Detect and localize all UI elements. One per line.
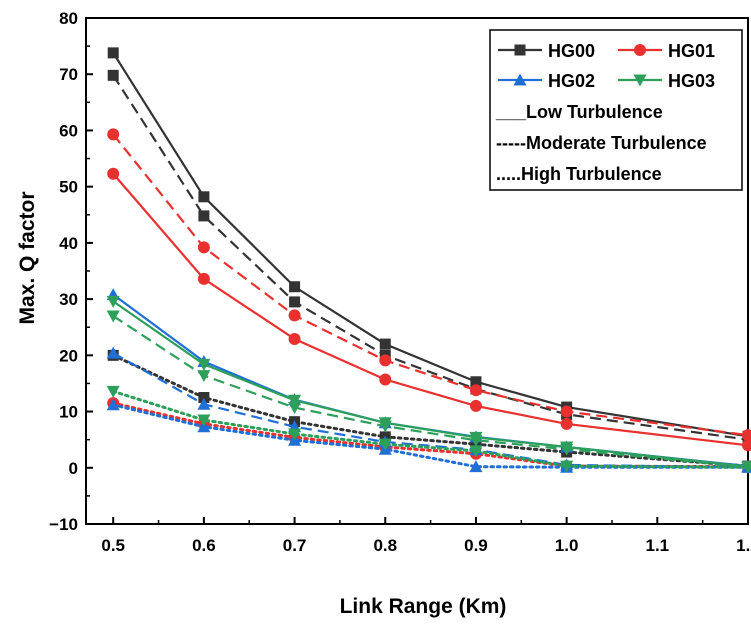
data-point	[378, 420, 392, 433]
y-axis-title: Max. Q factor	[16, 191, 39, 324]
data-point	[741, 461, 751, 474]
y-tick-label: 10	[59, 403, 78, 422]
y-tick-label: 20	[59, 346, 78, 365]
data-point	[469, 384, 482, 397]
data-point	[288, 394, 302, 407]
data-point	[560, 405, 573, 418]
data-point	[198, 392, 210, 403]
legend-marker-circle	[634, 44, 646, 56]
data-point	[560, 443, 574, 456]
x-tick-label: 1.1	[645, 536, 669, 555]
y-tick-label: 70	[59, 65, 78, 84]
data-point	[560, 417, 573, 430]
data-point	[288, 428, 302, 441]
x-tick-label: 0.5	[101, 536, 125, 555]
data-point	[469, 460, 483, 473]
y-tick-label: 30	[59, 290, 78, 309]
series-hg01-dashed	[107, 128, 751, 442]
x-tick-label: 0.8	[373, 536, 397, 555]
y-tick-label: 40	[59, 234, 78, 253]
legend-marker-square	[514, 44, 526, 56]
data-point	[197, 397, 211, 410]
data-point	[107, 69, 119, 81]
data-point	[742, 439, 751, 452]
legend-box	[489, 29, 743, 191]
data-point	[106, 310, 120, 323]
y-tick-label: 0	[69, 459, 78, 478]
legend-linestyle-label: ___Low Turbulence	[495, 102, 663, 122]
data-point	[197, 272, 210, 285]
x-axis-title: Link Range (Km)	[340, 595, 507, 618]
data-point	[197, 370, 211, 383]
data-point	[378, 438, 392, 451]
data-point	[107, 128, 120, 141]
legend-marker-triangle-up	[513, 73, 527, 86]
legend-label: HG01	[668, 41, 715, 61]
data-point	[289, 296, 301, 308]
y-tick-label: −10	[49, 515, 78, 534]
data-point	[197, 241, 210, 254]
legend-label: HG03	[668, 71, 715, 91]
data-point	[288, 402, 302, 415]
data-point	[107, 47, 119, 59]
legend-linestyle-label: -----Moderate Turbulence	[496, 133, 707, 153]
x-tick-label: 0.6	[192, 536, 216, 555]
y-tick-label: 80	[59, 9, 78, 28]
data-point	[106, 385, 120, 398]
data-point	[379, 354, 392, 367]
x-tick-label: 1.2	[736, 536, 751, 555]
data-point	[379, 338, 391, 350]
data-point	[742, 429, 751, 442]
x-tick-label: 0.9	[464, 536, 488, 555]
series-hg01-solid	[107, 167, 751, 452]
data-point	[197, 414, 211, 427]
data-point	[106, 346, 120, 359]
legend-label: HG00	[548, 41, 595, 61]
legend-marker-triangle-down	[633, 74, 647, 87]
data-point	[469, 445, 483, 458]
legend-label: HG02	[548, 71, 595, 91]
data-point	[289, 281, 301, 293]
data-point	[106, 398, 120, 411]
legend-linestyle-label: .....High Turbulence	[496, 164, 662, 184]
data-point	[560, 460, 574, 473]
data-point	[106, 295, 120, 308]
data-point	[107, 167, 120, 180]
series-hg03-dotted	[106, 385, 751, 474]
x-tick-label: 0.7	[283, 536, 307, 555]
data-point	[288, 333, 301, 346]
data-point	[288, 309, 301, 322]
data-point	[198, 191, 210, 203]
data-point	[469, 434, 483, 447]
data-point	[379, 373, 392, 386]
data-point	[470, 376, 482, 388]
y-tick-label: 50	[59, 178, 78, 197]
data-point	[469, 399, 482, 412]
data-point	[197, 358, 211, 371]
data-point	[198, 210, 210, 222]
y-tick-label: 60	[59, 121, 78, 140]
legend: HG00 HG01 HG02 HG03___Low Turbulence -----Mo…	[489, 29, 743, 191]
x-tick-label: 1.0	[555, 536, 579, 555]
